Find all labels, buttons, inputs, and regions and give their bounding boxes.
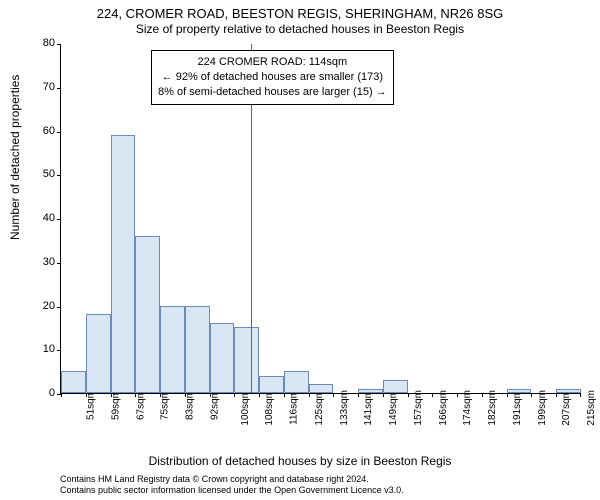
y-tick-label: 20 (27, 300, 61, 312)
x-tick-mark (284, 393, 285, 397)
annotation-line-3: 8% of semi-detached houses are larger (1… (158, 85, 387, 100)
chart-container: { "title": "224, CROMER ROAD, BEESTON RE… (0, 0, 600, 500)
x-tick-mark (234, 393, 235, 397)
histogram-bar (309, 384, 334, 393)
x-tick-label: 83sqm (185, 390, 196, 420)
chart-subtitle: Size of property relative to detached ho… (0, 22, 600, 36)
x-tick-mark (531, 393, 532, 397)
x-tick-label: 51sqm (86, 390, 97, 420)
histogram-bar (358, 389, 383, 393)
y-tick-label: 60 (27, 125, 61, 137)
histogram-bar (160, 306, 185, 394)
histogram-bar (135, 236, 160, 394)
x-tick-label: 149sqm (388, 390, 399, 426)
annotation-line-1: 224 CROMER ROAD: 114sqm (158, 55, 387, 70)
y-tick-label: 80 (27, 37, 61, 49)
histogram-bar (185, 306, 210, 394)
x-tick-label: 59sqm (110, 390, 121, 420)
histogram-bar (284, 371, 309, 393)
histogram-bar (383, 380, 408, 393)
x-tick-label: 166sqm (438, 390, 449, 426)
x-tick-mark (383, 393, 384, 397)
y-tick-label: 50 (27, 168, 61, 180)
x-tick-mark (160, 393, 161, 397)
footer-line-1: Contains HM Land Registry data © Crown c… (60, 474, 580, 485)
histogram-bar (259, 376, 284, 394)
x-tick-mark (185, 393, 186, 397)
annotation-box: 224 CROMER ROAD: 114sqm ← 92% of detache… (151, 50, 394, 105)
x-axis-label: Distribution of detached houses by size … (0, 454, 600, 468)
x-tick-label: 100sqm (240, 390, 251, 426)
x-tick-label: 108sqm (264, 390, 275, 426)
x-tick-mark (507, 393, 508, 397)
x-tick-label: 191sqm (512, 390, 523, 426)
chart-title: 224, CROMER ROAD, BEESTON REGIS, SHERING… (0, 6, 600, 21)
x-tick-mark (210, 393, 211, 397)
x-tick-label: 215sqm (586, 390, 597, 426)
x-tick-mark (333, 393, 334, 397)
x-tick-mark (457, 393, 458, 397)
x-tick-mark (259, 393, 260, 397)
x-tick-mark (556, 393, 557, 397)
x-tick-mark (482, 393, 483, 397)
x-tick-mark (309, 393, 310, 397)
annotation-line-2: ← 92% of detached houses are smaller (17… (158, 70, 387, 85)
y-tick-label: 0 (27, 387, 61, 399)
x-tick-label: 199sqm (537, 390, 548, 426)
x-tick-mark (580, 393, 581, 397)
x-tick-label: 116sqm (288, 390, 299, 425)
footer-text: Contains HM Land Registry data © Crown c… (60, 474, 580, 497)
x-tick-label: 125sqm (314, 390, 325, 426)
x-tick-mark (432, 393, 433, 397)
x-tick-mark (135, 393, 136, 397)
x-tick-label: 207sqm (562, 390, 573, 426)
x-tick-label: 67sqm (135, 390, 146, 420)
histogram-bar (556, 389, 581, 393)
x-tick-label: 133sqm (339, 390, 350, 426)
plot-area: 0102030405060708051sqm59sqm67sqm75sqm83s… (60, 44, 580, 394)
x-tick-label: 182sqm (487, 390, 498, 426)
histogram-bar (507, 389, 532, 393)
x-tick-mark (408, 393, 409, 397)
x-tick-mark (86, 393, 87, 397)
histogram-bar (61, 371, 86, 393)
footer-line-2: Contains public sector information licen… (60, 485, 580, 496)
x-tick-label: 75sqm (160, 390, 171, 420)
y-tick-label: 70 (27, 81, 61, 93)
histogram-bar (86, 314, 111, 393)
y-tick-label: 10 (27, 343, 61, 355)
histogram-bar (111, 135, 136, 393)
x-tick-label: 92sqm (209, 390, 220, 420)
x-tick-label: 174sqm (463, 390, 474, 426)
x-tick-label: 141sqm (363, 390, 374, 426)
y-tick-label: 30 (27, 256, 61, 268)
histogram-bar (210, 323, 235, 393)
x-tick-mark (358, 393, 359, 397)
x-tick-mark (111, 393, 112, 397)
x-tick-mark (61, 393, 62, 397)
histogram-bar (234, 327, 259, 393)
y-axis-label: Number of detached properties (8, 75, 22, 240)
y-tick-label: 40 (27, 212, 61, 224)
x-tick-label: 157sqm (413, 390, 424, 426)
